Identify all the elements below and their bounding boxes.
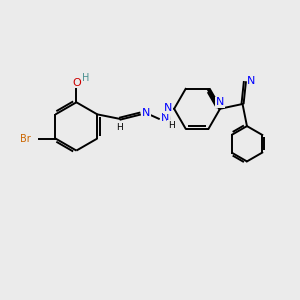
- Text: O: O: [73, 78, 81, 88]
- Text: N: N: [247, 76, 256, 86]
- Text: N: N: [164, 103, 172, 113]
- Text: N: N: [161, 112, 170, 123]
- Text: H: H: [168, 121, 175, 130]
- Text: N: N: [142, 109, 150, 118]
- Text: N: N: [216, 97, 224, 107]
- Text: Br: Br: [20, 134, 31, 143]
- Text: H: H: [116, 122, 123, 131]
- Text: H: H: [82, 73, 89, 83]
